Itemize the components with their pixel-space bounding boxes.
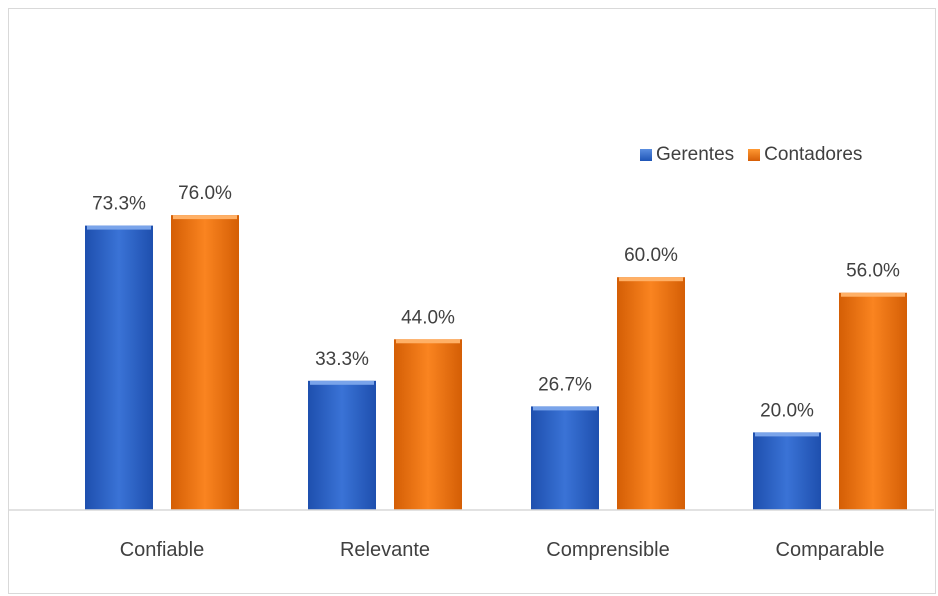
bar-gerentes-comparable [753,432,821,510]
bar-highlight-gerentes-confiable [87,225,151,230]
category-label-confiable: Confiable [120,539,205,561]
data-label-contadores-comprensible: 60.0% [624,245,678,266]
data-label-gerentes-comprensible: 26.7% [538,374,592,395]
bar-contadores-relevante [394,339,462,510]
data-label-contadores-comparable: 56.0% [846,261,900,282]
bar-gerentes-confiable [85,225,153,510]
bar-highlight-gerentes-relevante [310,380,374,385]
data-label-gerentes-relevante: 33.3% [315,349,369,370]
bar-gerentes-comprensible [531,406,599,510]
legend-label-gerentes: Gerentes [656,144,735,165]
bar-gerentes-relevante [308,380,376,510]
category-label-comprensible: Comprensible [546,539,669,561]
bar-contadores-comparable [839,292,907,510]
bar-highlight-gerentes-comparable [755,432,819,437]
data-label-contadores-confiable: 76.0% [178,183,232,204]
bar-highlight-gerentes-comprensible [533,406,597,411]
bar-highlight-contadores-relevante [396,339,460,344]
legend-item-gerentes: Gerentes [640,144,734,166]
chart-frame [8,8,936,594]
legend-label-contadores: Contadores [764,144,863,165]
legend-swatch-gerentes [640,149,652,161]
legend: Gerentes Contadores [640,144,876,166]
bar-highlight-contadores-comparable [841,292,905,297]
bar-contadores-comprensible [617,277,685,510]
bar-contadores-confiable [171,215,239,510]
category-label-comparable: Comparable [776,539,885,561]
legend-swatch-contadores [748,149,761,161]
legend-item-contadores: Contadores [748,144,862,166]
bar-highlight-contadores-confiable [173,215,237,220]
category-label-relevante: Relevante [340,539,430,561]
data-label-gerentes-comparable: 20.0% [760,400,814,421]
bar-highlight-contadores-comprensible [619,277,683,282]
data-label-contadores-relevante: 44.0% [401,307,455,328]
data-label-gerentes-confiable: 73.3% [92,194,146,215]
